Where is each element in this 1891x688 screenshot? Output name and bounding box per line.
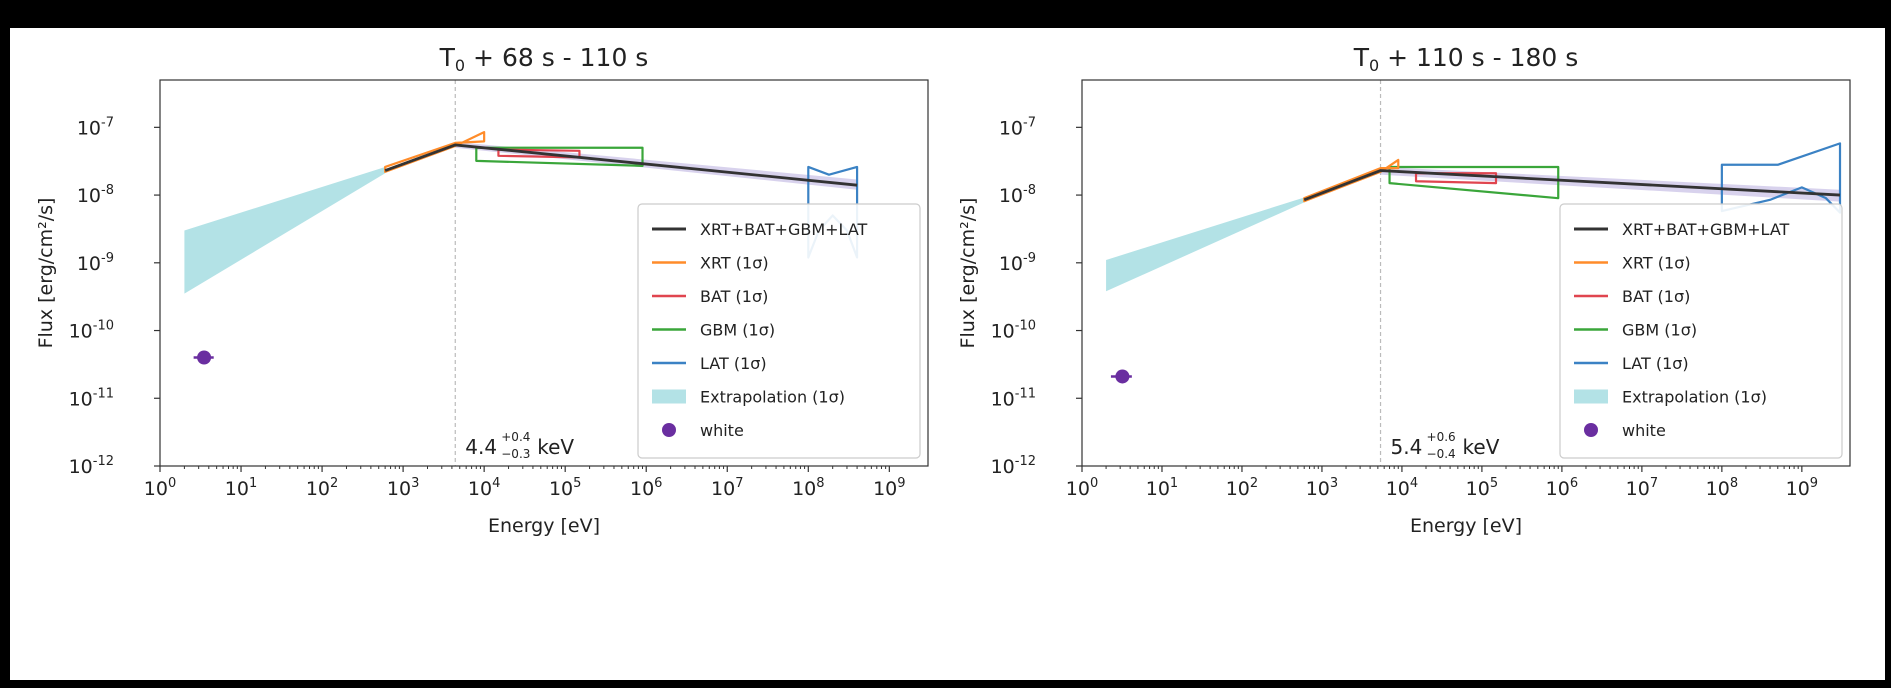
chart-panel-1: 100 101 102 103 104 105 106 107 108 109 10-7 10-8 10…: [35, 43, 929, 537]
lat-butterfly-1: [1720, 142, 1842, 214]
extrapolation-band: [1106, 197, 1305, 292]
plot-frame: [159, 79, 929, 467]
legend-label: LAT (1σ): [1622, 354, 1689, 373]
y-tick-label: 10-9: [77, 251, 114, 275]
legend-swatch: [662, 423, 676, 437]
legend-swatch: [1574, 389, 1608, 404]
x-tick-label: 107: [711, 476, 743, 500]
gbm-butterfly-1: [475, 146, 644, 167]
chart-title: T0 + 110 s - 180 s: [1353, 43, 1579, 75]
x-tick-label: 100: [144, 476, 176, 500]
peak-unit: keV: [537, 435, 574, 459]
plot-area: [184, 80, 859, 466]
y-axis-label: Flux [erg/cm²/s]: [957, 198, 979, 349]
legend-label: XRT+BAT+GBM+LAT: [700, 220, 868, 239]
y-axis-label: Flux [erg/cm²/s]: [35, 198, 57, 349]
x-tick-label: 109: [873, 476, 905, 500]
x-tick-label: 101: [225, 476, 257, 500]
x-tick-label: 108: [792, 476, 824, 500]
white-data-point: [1115, 369, 1130, 384]
legend-label: GBM (1σ): [700, 321, 775, 340]
y-tick-label: 10-9: [999, 251, 1036, 275]
legend-label: BAT (1σ): [700, 287, 768, 306]
legend-swatch: [652, 389, 686, 404]
y-tick-label: 10-10: [69, 319, 114, 343]
joint-model-line: [1303, 169, 1841, 202]
legend-label: XRT (1σ): [700, 254, 769, 273]
legend-swatch: [1584, 423, 1598, 437]
peak-plus-error: +0.4: [501, 430, 530, 444]
legend-label: LAT (1σ): [700, 354, 767, 373]
x-tick-label: 101: [1146, 476, 1178, 500]
peak-unit: keV: [1463, 435, 1500, 459]
chart-title: T0 + 68 s - 110 s: [439, 43, 649, 75]
legend-label: white: [700, 421, 744, 440]
gbm-butterfly-1: [1388, 165, 1560, 200]
plot-area: [1106, 80, 1842, 466]
y-tick-label: 10-12: [69, 454, 114, 478]
x-tick-label: 102: [1226, 476, 1258, 500]
y-tick-label: 10-11: [69, 386, 114, 410]
sed-figure: 100 101 102 103 104 105 106 107 108 109 10-7 10-8 10…: [35, 43, 1851, 537]
y-tick-label: 10-8: [999, 183, 1036, 207]
figure-card: 100 101 102 103 104 105 106 107 108 109 10-7 10-8 10…: [10, 28, 1885, 680]
x-tick-label: 100: [1066, 476, 1098, 500]
y-tick-label: 10-12: [991, 454, 1036, 478]
x-tick-label: 104: [1386, 476, 1418, 500]
legend-label: Extrapolation (1σ): [1622, 388, 1767, 407]
x-tick-label: 109: [1786, 476, 1818, 500]
extrapolation-band: [184, 166, 386, 294]
legend-label: XRT+BAT+GBM+LAT: [1622, 220, 1790, 239]
x-tick-label: 106: [1546, 476, 1578, 500]
x-tick-label: 107: [1626, 476, 1658, 500]
x-tick-label: 102: [306, 476, 338, 500]
legend-box: [637, 203, 921, 459]
peak-minus-error: −0.4: [1427, 447, 1456, 461]
x-tick-label: 103: [387, 476, 419, 500]
x-tick-label: 105: [1466, 476, 1498, 500]
legend-label: GBM (1σ): [1622, 321, 1697, 340]
y-tick-label: 10-7: [999, 115, 1036, 139]
x-axis-label: Energy [eV]: [488, 515, 600, 537]
legend-label: BAT (1σ): [1622, 287, 1690, 306]
peak-plus-error: +0.6: [1427, 430, 1456, 444]
legend-label: Extrapolation (1σ): [700, 388, 845, 407]
x-tick-label: 106: [630, 476, 662, 500]
peak-energy-annotation: 5.4: [1391, 435, 1423, 459]
peak-minus-error: −0.3: [501, 447, 530, 461]
x-tick-label: 104: [468, 476, 500, 500]
legend-label: XRT (1σ): [1622, 254, 1691, 273]
y-tick-label: 10-8: [77, 183, 114, 207]
bat-butterfly-1: [1414, 172, 1498, 185]
chart-panel-2: 100 101 102 103 104 105 106 107 108 109 10-7 10-8 10…: [957, 43, 1851, 537]
x-axis-label: Energy [eV]: [1410, 515, 1522, 537]
legend-label: white: [1622, 421, 1666, 440]
legend-box: [1559, 203, 1843, 459]
y-tick-label: 10-10: [991, 319, 1036, 343]
x-tick-label: 103: [1306, 476, 1338, 500]
joint-model-line: [384, 143, 858, 187]
y-tick-label: 10-11: [991, 386, 1036, 410]
peak-energy-annotation: 4.4: [465, 435, 497, 459]
white-data-point: [197, 350, 212, 365]
y-tick-label: 10-7: [77, 115, 114, 139]
x-tick-label: 108: [1706, 476, 1738, 500]
plot-frame: [1081, 79, 1851, 467]
x-tick-label: 105: [549, 476, 581, 500]
